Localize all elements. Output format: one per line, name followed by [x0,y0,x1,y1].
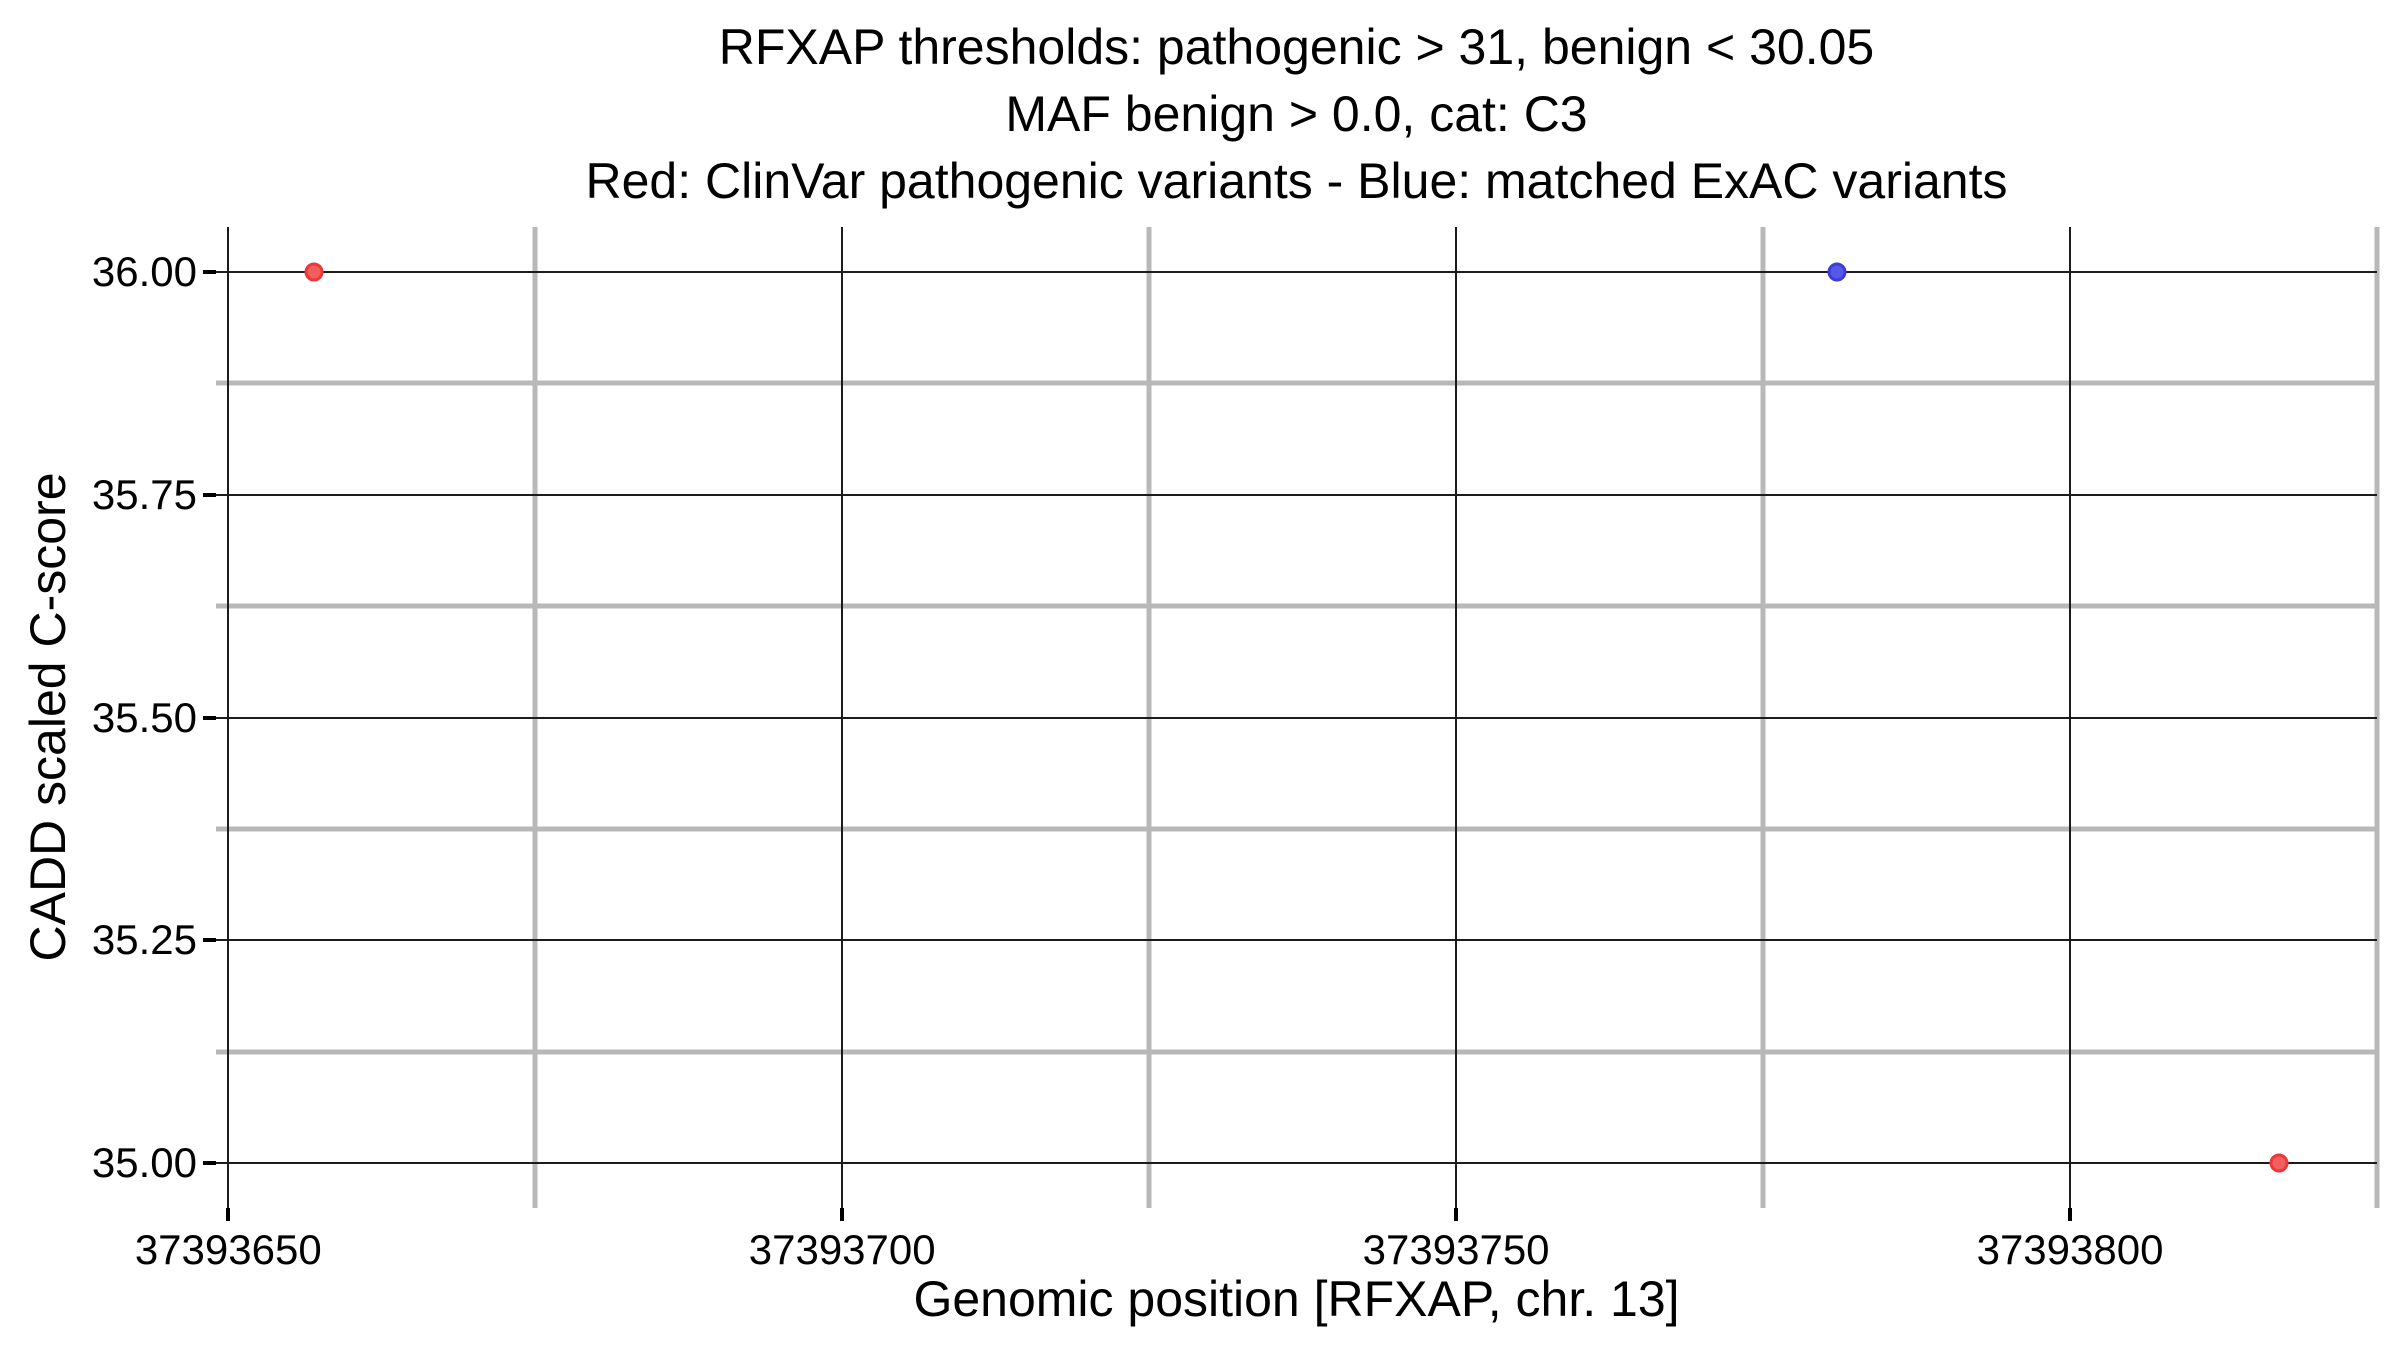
y-tick-label: 35.25 [91,916,197,964]
major-gridline-vertical [1455,227,1458,1208]
x-tick-label: 37393750 [1362,1226,1550,1273]
major-gridline-vertical [227,227,230,1208]
minor-gridline-horizontal [216,380,2377,386]
x-tick-mark [840,1208,845,1221]
y-axis-title: CADD scaled C-score [20,472,76,962]
plot-title-line-1: RFXAP thresholds: pathogenic > 31, benig… [718,19,1875,75]
x-tick-mark [2068,1208,2073,1221]
data-point-pathogenic [304,262,324,282]
major-gridline-horizontal [216,493,2377,496]
major-gridline-horizontal [216,939,2377,942]
plot-title: RFXAP thresholds: pathogenic > 31, benig… [216,14,2377,215]
y-tick-mark [203,938,216,943]
x-tick-label: 37393700 [748,1226,936,1273]
x-axis-title: Genomic position [RFXAP, chr. 13] [913,1271,1680,1327]
plot-title-line-3: Red: ClinVar pathogenic variants - Blue:… [585,153,2008,209]
x-tick-mark [226,1208,231,1221]
data-point-pathogenic [2269,1153,2289,1173]
y-tick-label: 35.50 [91,693,197,741]
major-gridline-vertical [841,227,844,1208]
minor-gridline-horizontal [216,1049,2377,1055]
y-tick-mark [203,1161,216,1166]
plot-panel [216,227,2380,1208]
x-tick-label: 37393800 [1976,1226,2164,1273]
y-tick-label: 36.00 [91,247,197,295]
x-tick-label: 37393650 [134,1226,322,1273]
plot-title-line-2: MAF benign > 0.0, cat: C3 [1005,86,1588,142]
major-gridline-vertical [2069,227,2072,1208]
y-tick-label: 35.00 [91,1139,197,1187]
major-gridline-horizontal [216,716,2377,719]
major-gridline-horizontal [216,270,2377,273]
y-tick-mark [203,715,216,720]
minor-gridline-vertical [2374,227,2380,1208]
minor-gridline-horizontal [216,603,2377,609]
y-tick-mark [203,269,216,274]
major-gridline-horizontal [216,1162,2377,1165]
minor-gridline-horizontal [216,826,2377,832]
x-tick-mark [1454,1208,1459,1221]
y-tick-label: 35.75 [91,470,197,518]
data-point-exac [1827,262,1847,282]
y-tick-mark [203,492,216,497]
